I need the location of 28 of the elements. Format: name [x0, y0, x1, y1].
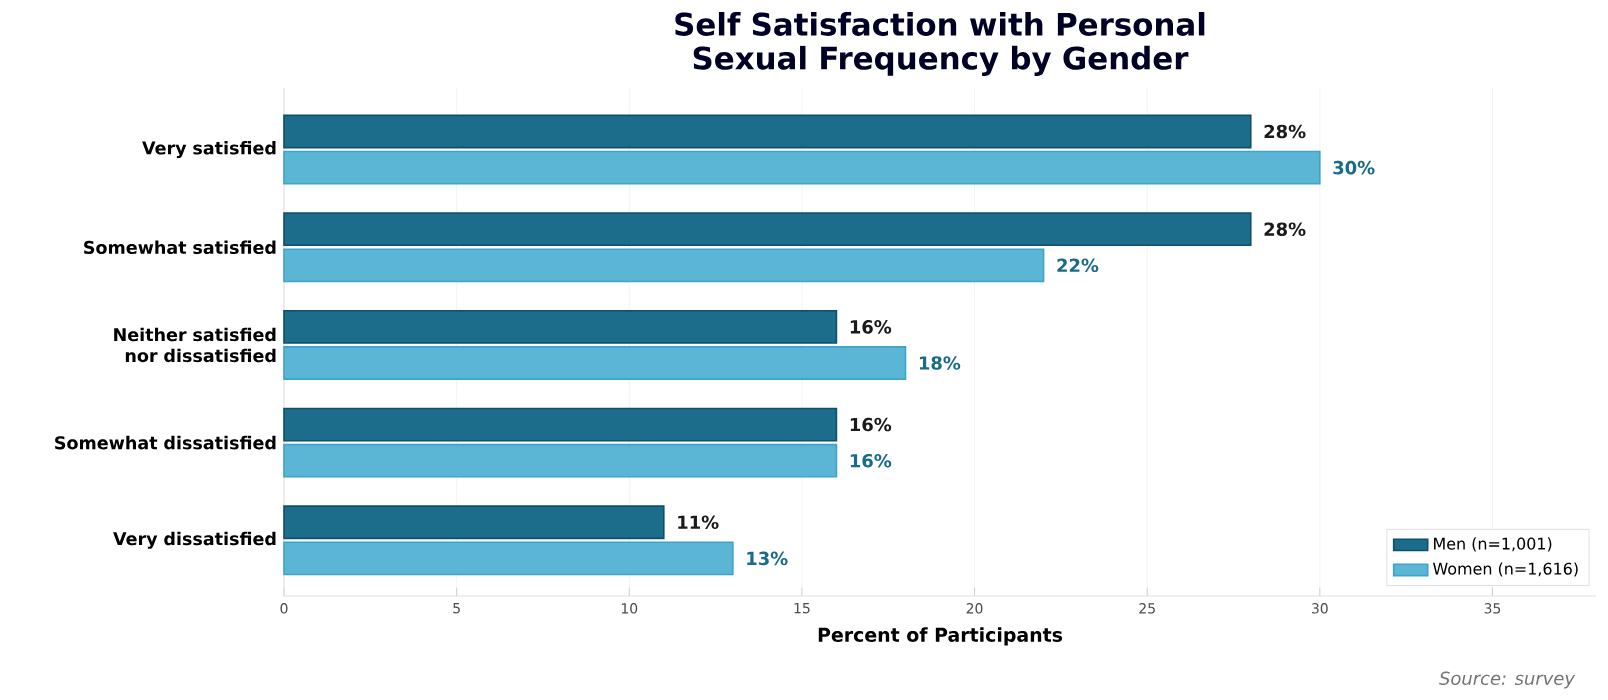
bar: [283, 114, 1252, 149]
y-tick-label: Somewhat dissatisfied: [55, 435, 276, 450]
data-label: 28%: [1264, 124, 1306, 139]
bar: [283, 212, 1252, 247]
bar: [283, 443, 838, 478]
bar: [283, 309, 838, 344]
data-label: 16%: [850, 320, 892, 334]
bar: [283, 150, 1321, 185]
y-tick-label: Very satisfied: [142, 141, 276, 159]
y-tick-label: Very dissatisfied: [113, 531, 276, 549]
bar: [283, 541, 734, 576]
data-label: 16%: [850, 453, 892, 468]
bar: [283, 248, 1045, 283]
data-label: 22%: [1057, 258, 1099, 273]
data-label: 11%: [678, 515, 719, 530]
bar: [283, 346, 907, 380]
source-note: Source: survey: [1439, 671, 1576, 689]
bar: [283, 505, 665, 540]
y-tick-label: Neither satisfied nor dissatisfied: [114, 327, 276, 363]
data-label: 16%: [850, 417, 892, 432]
y-tick-label: Somewhat satisfied: [84, 240, 276, 255]
x-axis-title: Percent of Participants: [818, 627, 1063, 646]
chart-title: Self Satisfaction with Personal Sexual Frequency by Gender: [675, 11, 1205, 76]
bar: [283, 407, 838, 442]
data-label: 28%: [1264, 222, 1306, 236]
data-label: 13%: [747, 551, 788, 566]
data-label: 30%: [1333, 160, 1375, 175]
data-label: 18%: [919, 356, 961, 370]
